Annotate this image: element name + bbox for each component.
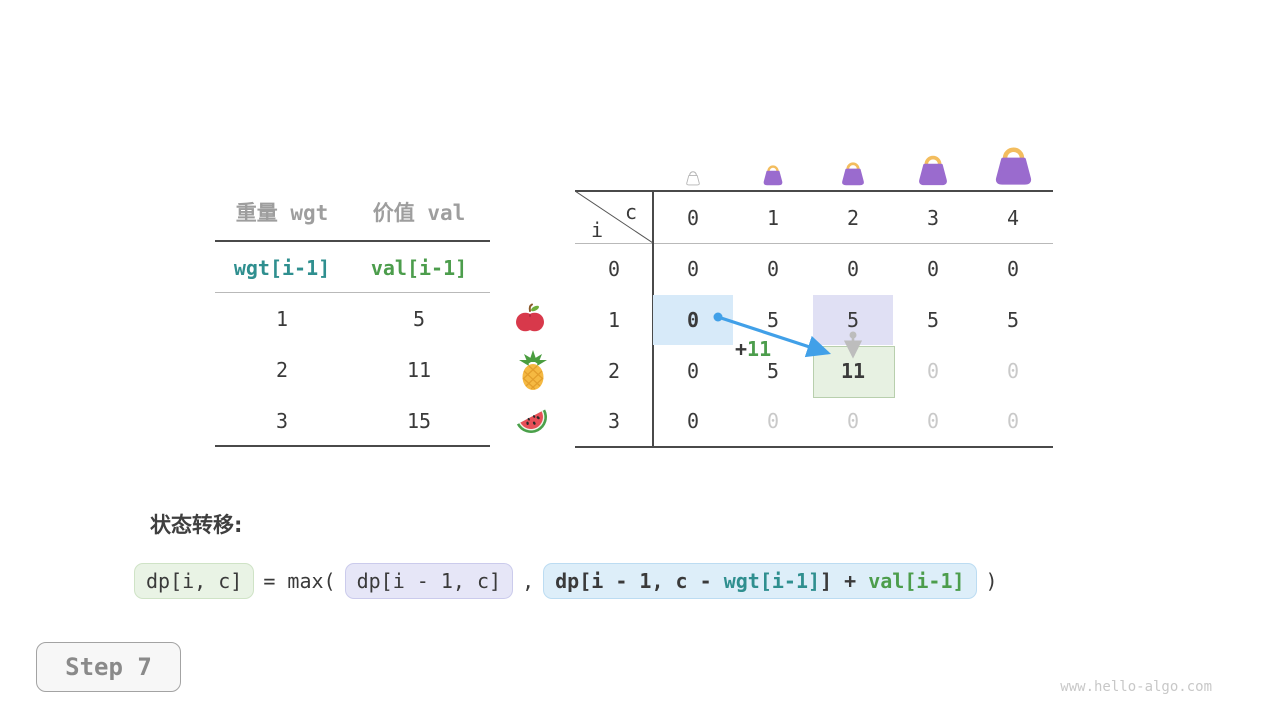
items-cell-watermelon-val: 15 — [406, 409, 432, 433]
items-cell-pineapple-val: 11 — [406, 358, 432, 382]
dp-table-bottom-rule — [575, 446, 1053, 448]
formula-option-take-seg-2: ] + — [820, 569, 869, 593]
dp-cell-i1-c4: 5 — [1006, 308, 1020, 332]
items-header-value: 价值 val — [372, 201, 466, 225]
formula-title: 状态转移: — [150, 513, 243, 537]
formula-lhs: dp[i, c] — [134, 563, 255, 599]
state-transition-formula: dp[i, c] = max( dp[i - 1, c] , dp[i - 1,… — [134, 560, 998, 602]
dp-cell-i1-c3: 5 — [926, 308, 940, 332]
bag-empty-icon — [684, 170, 702, 190]
dp-cell-i2-c2: 11 — [840, 359, 866, 383]
items-header-weight: 重量 wgt — [235, 201, 329, 225]
apple-icon — [514, 303, 546, 339]
formula-option-take-seg-3: val[i-1] — [868, 569, 965, 593]
dp-row-header-3: 3 — [607, 409, 621, 433]
dp-table-top-rule — [575, 190, 1053, 192]
transition-value: 11 — [747, 337, 772, 361]
corner-diagonal — [575, 191, 653, 243]
dp-cell-i1-c0: 0 — [686, 308, 700, 332]
watermark: www.hello-algo.com — [1060, 679, 1212, 695]
dp-row-header-2: 2 — [607, 359, 621, 383]
items-array-val: val[i-1] — [370, 256, 468, 280]
bag-icon — [839, 161, 867, 190]
items-table-top-rule — [215, 240, 490, 242]
formula-equals-max: = max( — [263, 569, 336, 593]
dp-col-header-2: 2 — [846, 206, 860, 230]
dp-row-header-1: 1 — [607, 308, 621, 332]
transition-plus: + — [735, 337, 748, 361]
items-cell-apple-wgt: 1 — [275, 307, 289, 331]
dp-cell-i3-c0: 0 — [686, 409, 700, 433]
dp-col-header-3: 3 — [926, 206, 940, 230]
formula-comma: , — [522, 569, 535, 593]
dp-row-header-0: 0 — [607, 257, 621, 281]
pineapple-icon — [516, 350, 550, 396]
dp-cell-i1-c1: 5 — [766, 308, 780, 332]
dp-cell-i2-c4: 0 — [1006, 359, 1020, 383]
items-table-bottom-rule — [215, 445, 490, 447]
dp-col-header-1: 1 — [766, 206, 780, 230]
items-cell-watermelon-wgt: 3 — [275, 409, 289, 433]
formula-option-take-seg-0: dp[i - 1, c - — [555, 569, 724, 593]
dp-cell-i0-c1: 0 — [766, 257, 780, 281]
dp-cell-i3-c4: 0 — [1006, 409, 1020, 433]
formula-option-take: dp[i - 1, c - wgt[i-1]] + val[i-1] — [543, 563, 977, 599]
dp-cell-i2-c1: 5 — [766, 359, 780, 383]
corner-col-var: c — [624, 200, 638, 224]
dp-cell-i0-c2: 0 — [846, 257, 860, 281]
items-cell-apple-val: 5 — [412, 307, 426, 331]
formula-close-paren: ) — [985, 569, 998, 593]
dp-cell-i2-c0: 0 — [686, 359, 700, 383]
dp-cell-i0-c3: 0 — [926, 257, 940, 281]
items-table-mid-rule — [215, 292, 490, 293]
transition-gain-label: +11 — [735, 337, 771, 361]
formula-option-take-seg-1: wgt[i-1] — [723, 569, 821, 593]
dp-cell-i0-c0: 0 — [686, 257, 700, 281]
items-array-wgt: wgt[i-1] — [233, 256, 331, 280]
dp-table-header-rule — [575, 243, 1053, 244]
dp-col-header-4: 4 — [1006, 206, 1020, 230]
dp-cell-i1-c2: 5 — [846, 308, 860, 332]
dp-cell-i3-c1: 0 — [766, 409, 780, 433]
watermelon-icon — [512, 404, 550, 442]
bag-icon — [991, 145, 1036, 190]
items-cell-pineapple-wgt: 2 — [275, 358, 289, 382]
bag-icon — [915, 154, 951, 190]
formula-option-keep: dp[i - 1, c] — [344, 563, 514, 599]
dp-col-header-0: 0 — [686, 206, 700, 230]
dp-cell-i0-c4: 0 — [1006, 257, 1020, 281]
dp-cell-i2-c3: 0 — [926, 359, 940, 383]
step-badge[interactable]: Step 7 — [36, 642, 181, 692]
bag-icon — [761, 164, 785, 190]
corner-row-var: i — [590, 218, 604, 242]
dp-cell-i3-c3: 0 — [926, 409, 940, 433]
dp-cell-i3-c2: 0 — [846, 409, 860, 433]
